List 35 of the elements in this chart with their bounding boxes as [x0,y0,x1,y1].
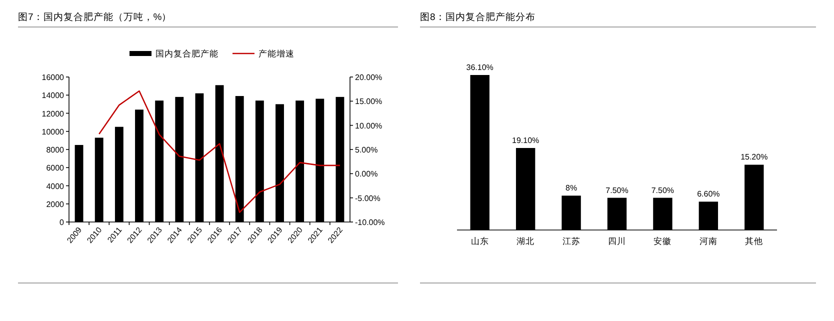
y2-tick-label: -5.00% [355,194,380,203]
x-tick-label: 四川 [608,236,626,246]
x-tick-label: 其他 [745,236,764,246]
y-tick-label: 0 [60,218,65,227]
y-tick-label: 8000 [46,146,65,154]
data-label: 6.60% [697,190,720,199]
y2-tick-label: 15.00% [355,97,382,106]
data-label: 15.20% [740,152,768,162]
chart-title: 图8：国内复合肥产能分布 [420,11,536,23]
x-tick-label: 河南 [699,236,718,246]
legend-label: 国内复合肥产能 [156,48,218,58]
line-series [98,90,341,213]
chart-title: 图7：国内复合肥产能（万吨，%） [18,11,172,23]
x-tick-label: 山东 [470,236,489,246]
y-tick-label: 14000 [42,91,65,100]
y-tick-label: 16000 [42,73,65,82]
y2-tick-label: 10.00% [355,121,382,130]
y2-tick-label: 20.00% [355,73,382,82]
x-tick-label: 江苏 [562,236,580,246]
y-tick-label: 6000 [46,164,65,173]
y-tick-label: 10000 [42,127,65,136]
y2-tick-label: -10.00% [355,218,385,227]
y2-tick-label: 5.00% [355,146,378,154]
y-tick-label: 4000 [46,182,65,191]
data-label: 8% [566,184,578,193]
x-tick-label: 湖北 [516,236,535,246]
data-label: 36.10% [466,63,494,72]
data-label: 19.10% [512,136,540,145]
y-tick-label: 2000 [46,200,65,209]
data-label: 7.50% [606,186,628,195]
legend-label: 产能增速 [258,48,294,58]
y-tick-label: 12000 [42,109,65,118]
x-tick-label: 安徽 [654,236,672,246]
data-label: 7.50% [651,186,674,195]
y2-tick-label: 0.00% [355,170,378,179]
